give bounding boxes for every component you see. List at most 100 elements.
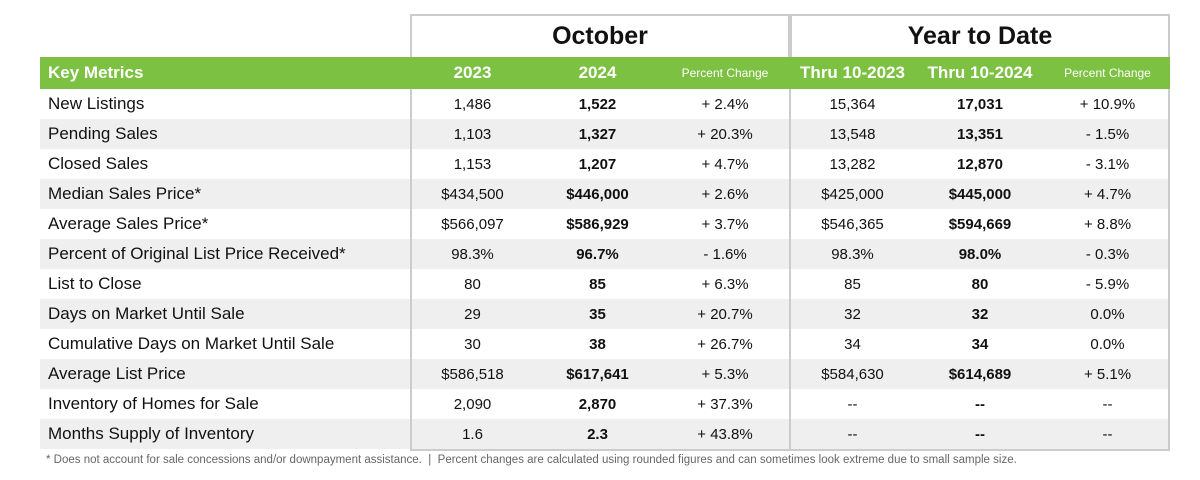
cell: $446,000 bbox=[566, 185, 629, 203]
cell: + 5.3% bbox=[701, 365, 749, 383]
cell: + 3.7% bbox=[701, 215, 749, 233]
cell: 34 bbox=[844, 335, 861, 353]
cell: 98.3% bbox=[831, 245, 874, 263]
cell: 98.3% bbox=[451, 245, 494, 263]
cell: + 2.4% bbox=[701, 95, 749, 113]
row-band bbox=[40, 179, 1170, 209]
cell: - 0.3% bbox=[1085, 245, 1130, 263]
divider bbox=[789, 89, 791, 449]
cell: $614,689 bbox=[948, 365, 1012, 383]
cell: $445,000 bbox=[948, 185, 1012, 203]
cell: 13,282 bbox=[829, 155, 876, 173]
cell: 80 bbox=[464, 275, 481, 293]
cell: 1,207 bbox=[578, 155, 617, 173]
row-band bbox=[40, 359, 1170, 389]
divider bbox=[1168, 89, 1170, 449]
row-band bbox=[40, 299, 1170, 329]
footnote: * Does not account for sale concessions … bbox=[46, 454, 1017, 466]
cell: - 1.6% bbox=[703, 245, 747, 263]
cell: Closed Sales bbox=[48, 154, 149, 173]
cell: + 10.9% bbox=[1079, 95, 1136, 113]
cell: - 1.5% bbox=[1085, 125, 1130, 143]
cell: + 8.8% bbox=[1083, 215, 1132, 233]
cell: $594,669 bbox=[948, 215, 1012, 233]
cell: Months Supply of Inventory bbox=[48, 424, 255, 443]
cell: $584,630 bbox=[821, 365, 884, 383]
cell: New Listings bbox=[48, 94, 145, 113]
cell: Median Sales Price* bbox=[48, 184, 202, 203]
cell: 98.0% bbox=[958, 245, 1002, 263]
cell: -- bbox=[847, 425, 858, 443]
cell: + 20.3% bbox=[697, 125, 753, 143]
cell: Cumulative Days on Market Until Sale bbox=[48, 334, 335, 353]
cell: 12,870 bbox=[957, 155, 1003, 173]
cell: Percent of Original List Price Received* bbox=[48, 244, 346, 263]
cell: 15,364 bbox=[829, 95, 876, 113]
cell: 35 bbox=[589, 305, 606, 323]
cell: Days on Market Until Sale bbox=[48, 304, 245, 323]
cell: $586,518 bbox=[441, 365, 504, 383]
cell: 1.6 bbox=[462, 425, 483, 443]
column-header: Key Metrics bbox=[48, 63, 144, 82]
bottom-rule bbox=[410, 449, 1170, 451]
cell: 34 bbox=[971, 335, 989, 353]
cell: + 43.8% bbox=[697, 425, 753, 443]
cell: -- bbox=[975, 395, 985, 413]
row-band bbox=[40, 419, 1170, 449]
cell: 2,090 bbox=[453, 395, 492, 413]
cell: Pending Sales bbox=[48, 124, 158, 143]
cell: Average List Price bbox=[48, 364, 186, 383]
column-header: Thru 10-2023 bbox=[800, 63, 905, 82]
column-header: Percent Change bbox=[681, 66, 769, 80]
cell: Inventory of Homes for Sale bbox=[48, 394, 259, 413]
cell: + 26.7% bbox=[697, 335, 753, 353]
cell: 1,486 bbox=[453, 95, 492, 113]
cell: + 4.7% bbox=[1083, 185, 1132, 203]
cell: 85 bbox=[844, 275, 861, 293]
cell: + 20.7% bbox=[697, 305, 753, 323]
cell: 2,870 bbox=[578, 395, 617, 413]
cell: $617,641 bbox=[566, 365, 629, 383]
cell: $566,097 bbox=[441, 215, 504, 233]
cell: + 5.1% bbox=[1083, 365, 1132, 383]
cell: 96.7% bbox=[576, 245, 619, 263]
column-header: 2023 bbox=[453, 63, 492, 82]
cell: 0.0% bbox=[1090, 335, 1125, 353]
cell: 32 bbox=[971, 305, 989, 323]
group-header: October bbox=[410, 14, 790, 57]
cell: 0.0% bbox=[1090, 305, 1125, 323]
cell: 2.3 bbox=[587, 425, 608, 443]
cell: 1,103 bbox=[453, 125, 492, 143]
cell: 29 bbox=[464, 305, 481, 323]
column-header: Thru 10-2024 bbox=[927, 63, 1033, 82]
cell: - 3.1% bbox=[1085, 155, 1130, 173]
cell: -- bbox=[975, 425, 985, 443]
row-band bbox=[40, 239, 1170, 269]
cell: + 4.7% bbox=[701, 155, 749, 173]
column-header: Percent Change bbox=[1064, 66, 1151, 80]
cell: -- bbox=[1102, 425, 1113, 443]
cell: 17,031 bbox=[957, 95, 1003, 113]
cell: 30 bbox=[464, 335, 481, 353]
cell: $546,365 bbox=[821, 215, 884, 233]
cell: 13,351 bbox=[957, 125, 1003, 143]
cell: + 37.3% bbox=[697, 395, 753, 413]
group-header: Year to Date bbox=[790, 14, 1170, 57]
cell: 85 bbox=[589, 275, 606, 293]
divider bbox=[410, 89, 412, 449]
cell: -- bbox=[847, 395, 858, 413]
cell: + 6.3% bbox=[701, 275, 749, 293]
cell: $434,500 bbox=[441, 185, 504, 203]
cell: List to Close bbox=[48, 274, 142, 293]
header-band bbox=[40, 57, 1170, 89]
cell: $586,929 bbox=[566, 215, 629, 233]
cell: $425,000 bbox=[821, 185, 884, 203]
cell: 32 bbox=[844, 305, 861, 323]
cell: 38 bbox=[589, 335, 606, 353]
cell: 1,327 bbox=[578, 125, 617, 143]
cell: - 5.9% bbox=[1085, 275, 1130, 293]
cell: 13,548 bbox=[829, 125, 876, 143]
row-band bbox=[40, 119, 1170, 149]
cell: 80 bbox=[971, 275, 989, 293]
